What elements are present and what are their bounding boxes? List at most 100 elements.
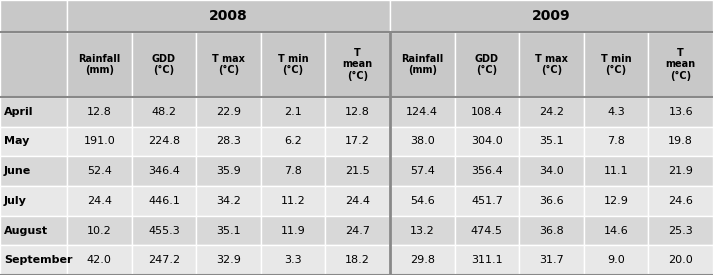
Bar xyxy=(261,127,325,156)
Bar xyxy=(584,245,648,275)
Bar xyxy=(390,32,455,97)
Bar xyxy=(67,216,132,245)
Bar xyxy=(325,32,390,97)
Text: 4.3: 4.3 xyxy=(607,107,625,117)
Bar xyxy=(519,156,584,186)
Text: 29.8: 29.8 xyxy=(410,255,435,265)
Text: 19.8: 19.8 xyxy=(668,136,693,147)
Text: September: September xyxy=(4,255,73,265)
Bar xyxy=(648,216,713,245)
Text: 34.2: 34.2 xyxy=(216,196,241,206)
Text: 10.2: 10.2 xyxy=(87,226,112,235)
Text: 20.0: 20.0 xyxy=(668,255,693,265)
Text: 24.6: 24.6 xyxy=(668,196,693,206)
Bar xyxy=(390,0,713,32)
Text: 247.2: 247.2 xyxy=(148,255,180,265)
Text: 2.1: 2.1 xyxy=(284,107,302,117)
Bar xyxy=(261,216,325,245)
Text: 25.3: 25.3 xyxy=(668,226,693,235)
Bar xyxy=(455,127,519,156)
Text: April: April xyxy=(4,107,34,117)
Text: 31.7: 31.7 xyxy=(539,255,564,265)
Bar xyxy=(67,32,132,97)
Bar xyxy=(132,245,196,275)
Text: 6.2: 6.2 xyxy=(284,136,302,147)
Text: 11.9: 11.9 xyxy=(281,226,305,235)
Bar xyxy=(648,32,713,97)
Bar xyxy=(519,127,584,156)
Text: 191.0: 191.0 xyxy=(83,136,116,147)
Text: June: June xyxy=(4,166,31,176)
Text: August: August xyxy=(4,226,48,235)
Text: T min
(°C): T min (°C) xyxy=(278,54,309,75)
Bar xyxy=(67,127,132,156)
Bar xyxy=(325,186,390,216)
Text: Rainfall
(mm): Rainfall (mm) xyxy=(401,54,443,75)
Text: 48.2: 48.2 xyxy=(151,107,176,117)
Bar xyxy=(0,216,67,245)
Text: 11.1: 11.1 xyxy=(604,166,628,176)
Bar xyxy=(0,32,67,97)
Text: Rainfall
(mm): Rainfall (mm) xyxy=(78,54,120,75)
Bar xyxy=(0,186,67,216)
Bar xyxy=(132,32,196,97)
Text: May: May xyxy=(4,136,29,147)
Text: July: July xyxy=(4,196,27,206)
Bar xyxy=(0,0,67,32)
Text: 356.4: 356.4 xyxy=(471,166,503,176)
Bar xyxy=(584,97,648,127)
Bar xyxy=(648,127,713,156)
Text: 13.2: 13.2 xyxy=(410,226,435,235)
Bar xyxy=(67,245,132,275)
Text: 11.2: 11.2 xyxy=(281,196,305,206)
Bar xyxy=(584,156,648,186)
Bar xyxy=(132,127,196,156)
Bar xyxy=(196,156,261,186)
Bar xyxy=(196,97,261,127)
Bar xyxy=(519,216,584,245)
Bar xyxy=(261,156,325,186)
Bar xyxy=(196,127,261,156)
Text: 12.8: 12.8 xyxy=(87,107,112,117)
Bar xyxy=(196,245,261,275)
Text: 346.4: 346.4 xyxy=(148,166,180,176)
Text: 455.3: 455.3 xyxy=(148,226,180,235)
Text: 2009: 2009 xyxy=(532,9,571,23)
Bar xyxy=(261,97,325,127)
Bar xyxy=(455,216,519,245)
Text: 124.4: 124.4 xyxy=(406,107,438,117)
Text: 32.9: 32.9 xyxy=(216,255,241,265)
Text: 311.1: 311.1 xyxy=(471,255,503,265)
Bar xyxy=(196,186,261,216)
Text: 7.8: 7.8 xyxy=(284,166,302,176)
Bar xyxy=(648,97,713,127)
Bar xyxy=(132,156,196,186)
Text: 12.9: 12.9 xyxy=(604,196,629,206)
Bar xyxy=(390,245,455,275)
Bar xyxy=(455,32,519,97)
Bar xyxy=(390,97,455,127)
Bar xyxy=(67,156,132,186)
Bar xyxy=(132,97,196,127)
Bar xyxy=(455,186,519,216)
Text: 2008: 2008 xyxy=(209,9,248,23)
Text: 12.8: 12.8 xyxy=(345,107,370,117)
Bar xyxy=(648,186,713,216)
Text: 446.1: 446.1 xyxy=(148,196,180,206)
Text: GDD
(°C): GDD (°C) xyxy=(152,54,176,75)
Bar xyxy=(325,127,390,156)
Bar xyxy=(519,97,584,127)
Text: 24.4: 24.4 xyxy=(87,196,112,206)
Text: 224.8: 224.8 xyxy=(148,136,180,147)
Text: 474.5: 474.5 xyxy=(471,226,503,235)
Text: 18.2: 18.2 xyxy=(345,255,370,265)
Bar xyxy=(455,245,519,275)
Bar xyxy=(67,0,390,32)
Text: T min
(°C): T min (°C) xyxy=(601,54,632,75)
Text: 21.9: 21.9 xyxy=(668,166,693,176)
Text: 35.1: 35.1 xyxy=(539,136,564,147)
Bar xyxy=(390,186,455,216)
Text: 57.4: 57.4 xyxy=(410,166,435,176)
Bar xyxy=(67,186,132,216)
Text: 304.0: 304.0 xyxy=(471,136,503,147)
